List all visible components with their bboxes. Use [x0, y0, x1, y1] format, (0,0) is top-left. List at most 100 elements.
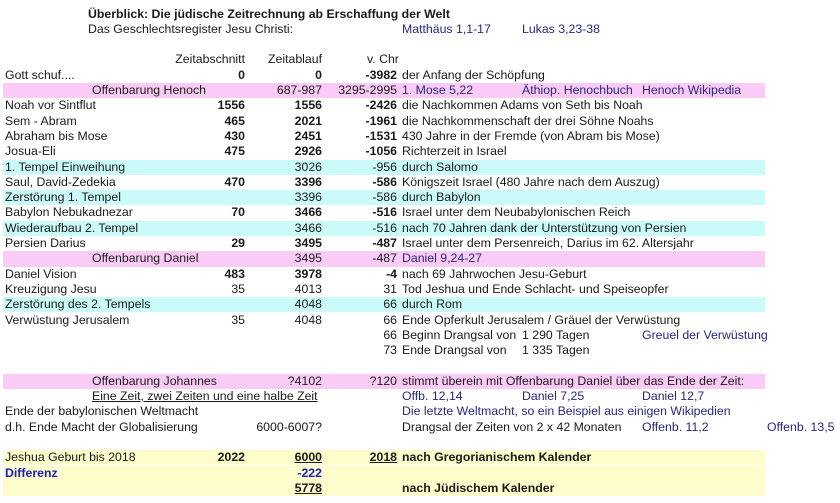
cell-description: nach Jüdischem Kalender [402, 480, 555, 495]
bible-reference-link[interactable]: Die letzte Weltmacht, so ein Beispiel au… [402, 404, 731, 419]
cell-label: Ende der babylonischen Weltmacht [5, 404, 199, 419]
cell-v-chr: -516 [372, 205, 397, 220]
cell-note: 1 290 Tagen [522, 327, 590, 342]
cell-zeitablauf: 3466 [294, 205, 322, 220]
cell-zeitablauf: 3396 [294, 190, 322, 205]
cell-v-chr: 66 [383, 327, 397, 342]
cell-v-chr: -2426 [365, 98, 397, 113]
table-row: Verwüstung Jerusalem 35 4048 66 Ende Opferku… [0, 313, 840, 328]
cell-zeitablauf: Zeitablauf [267, 52, 322, 67]
cell-v-chr: -586 [372, 190, 397, 205]
cell-title: Das Geschlechtsregister Jesu Christi: [88, 21, 294, 36]
cell-zeitabschnitt: 430 [224, 128, 245, 143]
cell-zeitabschnitt: Zeitabschnitt [175, 52, 245, 67]
cell-zeitablauf: -222 [297, 465, 322, 480]
row-highlight-cyan [3, 297, 765, 313]
cell-zeitablauf: 4048 [294, 312, 322, 327]
cell-v-chr: 73 [383, 343, 397, 358]
cell-description: Tod Jeshua und Ende Schlacht- und Speise… [402, 281, 669, 296]
cell-zeitablauf: 687-987 [276, 83, 322, 97]
cell-v-chr: -586 [372, 174, 397, 189]
cell-zeitablauf: 2451 [294, 128, 322, 143]
cell-description: Ende Drangsal von [402, 343, 507, 358]
cell-v-chr: 3295-2995 [338, 83, 397, 97]
cell-description: die Nachkommen Adams von Seth bis Noah [402, 98, 643, 113]
cell-zeitabschnitt: 0 [238, 67, 245, 82]
table-row: d.h. Ende Macht der Globalisierung 6000-6… [0, 420, 840, 435]
table-row: Abraham bis Mose 430 2451 -1531 430 Jahre in… [0, 129, 840, 144]
cell-zeitablauf: 0 [315, 67, 322, 82]
bible-reference-link[interactable]: Daniel 7,25 [522, 389, 585, 403]
table-row: 5778 nach Jüdischem Kalender [0, 480, 840, 497]
cell-description: Ende Opferkult Jerusalem / Gräuel der Ve… [402, 312, 681, 327]
table-row: 1. Tempel Einweihung 3026 -956 durch Salomo [0, 159, 840, 175]
cell-description: nach 70 Jahren dank der Unterstützung vo… [402, 220, 687, 235]
bible-reference-link[interactable]: Henoch Wikipedia [642, 83, 742, 97]
cell-zeitabschnitt: 475 [224, 144, 245, 159]
table-row: Gott schuf.... 0 0 -3982 der Anfang der Schö… [0, 68, 840, 83]
cell-description: Richterzeit in Israel [402, 144, 507, 159]
table-row: Jeshua Geburt bis 2018 2022 6000 2018 nach G… [0, 450, 840, 466]
cell-label: Josua-Eli [5, 144, 56, 159]
table-row: Babylon Nebukadnezar 70 3466 -516 Israel unt… [0, 205, 840, 220]
cell-label: Zerstörung des 2. Tempels [5, 297, 151, 312]
row-highlight-pink [3, 373, 765, 389]
table-row: Zerstörung 1. Tempel 3396 -586 durch Babylo… [0, 190, 840, 206]
bible-reference-link[interactable]: Lukas 3,23-38 [522, 21, 600, 36]
cell-zeitabschnitt: 35 [231, 312, 245, 327]
cell-label: Daniel Vision [5, 266, 77, 281]
table-row: Eine Zeit, zwei Zeiten und eine halbe Ze… [0, 389, 840, 404]
table-row [0, 37, 840, 52]
table-row: Ende der babylonischen Weltmacht Die letz… [0, 404, 840, 419]
cell-label: 1. Tempel Einweihung [5, 159, 126, 174]
cell-label: Abraham bis Mose [5, 128, 108, 143]
row-highlight-yellow [3, 480, 765, 497]
bible-reference-link[interactable]: Daniel 9,24-27 [402, 251, 482, 266]
cell-v-chr: -4 [386, 266, 397, 281]
cell-description: nach 69 Jahrwochen Jesu-Geburt [402, 266, 587, 281]
bible-reference-link[interactable]: Matthäus 1,1-17 [402, 21, 491, 36]
bible-reference-link[interactable]: Daniel 12,7 [642, 389, 705, 403]
cell-zeitablauf: 4048 [294, 297, 322, 312]
table-row [0, 435, 840, 450]
table-row: Das Geschlechtsregister Jesu Christi: Mat… [0, 22, 840, 37]
table-row: Differenz -222 [0, 465, 840, 481]
bible-reference-link[interactable]: 1. Mose 5,22 [402, 83, 474, 97]
cell-description: 430 Jahre in der Fremde (von Abram bis M… [402, 128, 660, 143]
bible-reference-link[interactable]: Greuel der Verwüstung [642, 327, 768, 342]
cell-description: durch Rom [402, 297, 463, 312]
cell-v-chr: -1531 [365, 128, 397, 143]
cell-zeitablauf: 3466 [294, 220, 322, 235]
cell-zeitabschnitt: 29 [231, 236, 245, 250]
cell-label: Jeshua Geburt bis 2018 [5, 450, 136, 465]
cell-description: Königszeit Israel (480 Jahre nach dem Au… [402, 174, 660, 189]
table-row: Sem - Abram 465 2021 -1961 die Nachkommensch… [0, 114, 840, 129]
cell-v-chr-header: v. Chr [367, 52, 399, 67]
cell-label: Kreuzigung Jesu [5, 281, 97, 296]
bible-reference-link[interactable]: Offb. 12,14 [402, 389, 463, 403]
row-highlight-pink [3, 83, 765, 99]
cell-label: Verwüstung Jerusalem [5, 312, 130, 327]
row-highlight-yellow [3, 450, 765, 466]
cell-zeitablauf: ?4102 [287, 373, 322, 388]
cell-zeitabschnitt: 35 [231, 281, 245, 296]
row-highlight-cyan [3, 220, 765, 236]
cell-zeitablauf: 2021 [294, 113, 322, 128]
cell-zeitablauf: 5778 [294, 480, 322, 495]
cell-v-chr: 31 [383, 281, 397, 296]
cell-note: 1 335 Tagen [522, 343, 590, 358]
cell-description: der Anfang der Schöpfung [402, 67, 545, 82]
cell-v-chr: -487 [372, 236, 397, 250]
cell-label: Wiederaufbau 2. Tempel [5, 220, 139, 235]
row-highlight-pink [3, 251, 765, 267]
bible-reference-link[interactable]: Äthiop. Henochbuch [522, 83, 633, 97]
cell-zeitablauf: 3026 [294, 159, 322, 174]
cell-zeitablauf: 2926 [294, 144, 322, 159]
cell-label: d.h. Ende Macht der Globalisierung [5, 419, 198, 434]
bible-reference-link[interactable]: Offenb. 13,5 [767, 419, 835, 434]
cell-zeitablauf: 3495 [294, 236, 322, 250]
bible-reference-link[interactable]: Offenb. 11,2 [642, 419, 709, 434]
cell-zeitabschnitt: 470 [224, 174, 245, 189]
cell-zeitablauf: 4013 [294, 281, 322, 296]
